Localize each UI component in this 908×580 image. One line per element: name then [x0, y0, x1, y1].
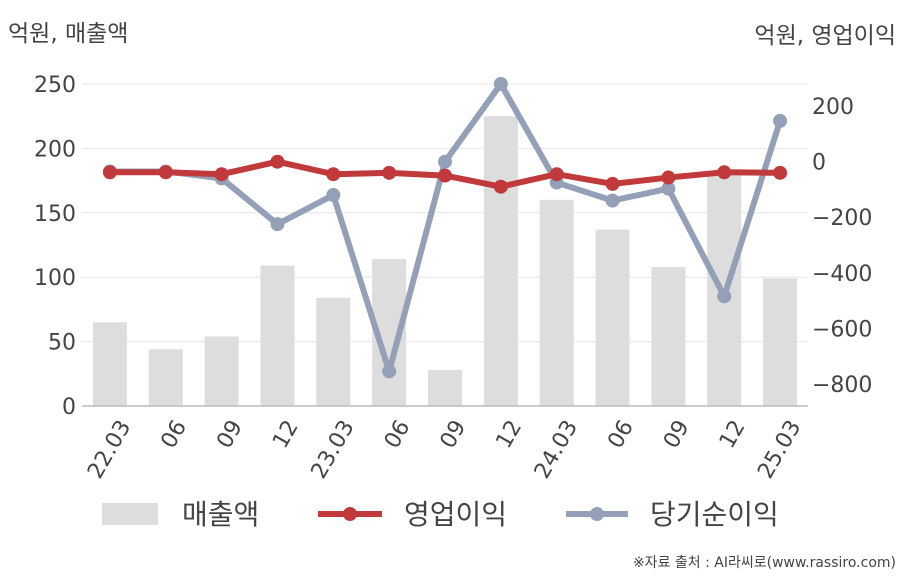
bar-revenue [316, 297, 351, 406]
legend-label-operating-profit: 영업이익 [404, 498, 507, 531]
operating-profit-point [158, 165, 173, 180]
bar-revenue [539, 199, 574, 406]
legend-swatch-revenue [102, 503, 158, 525]
right-axis-unit-label: 억원, 영업이익 [754, 23, 896, 49]
net-income-point [438, 154, 452, 169]
operating-profit-point [438, 168, 452, 183]
operating-profit-point [382, 165, 397, 180]
bar-revenue [428, 369, 462, 406]
x-axis-tick-label: 25.03 [753, 416, 806, 483]
operating-profit-point [214, 167, 229, 182]
x-axis-tick-label: 23.03 [307, 416, 360, 483]
x-axis-tick-label: 09 [212, 416, 248, 453]
net-income-point [493, 77, 508, 91]
net-income-point [661, 181, 676, 196]
operating-profit-point [605, 176, 620, 191]
x-axis-tick-label: 06 [156, 416, 192, 453]
right-axis-tick-label: −200 [812, 206, 872, 231]
operating-profit-point [717, 165, 732, 180]
operating-profit-point [549, 167, 564, 182]
operating-profit-point [661, 170, 676, 185]
bar-revenue [483, 116, 518, 406]
net-income-point [270, 217, 285, 232]
legend-marker-operating-profit [343, 507, 357, 521]
net-income-point [326, 188, 341, 203]
bar-revenue [763, 278, 798, 406]
net-income-point [773, 113, 788, 128]
right-axis-tick-label: 200 [812, 95, 854, 120]
operating-profit-point [270, 154, 285, 169]
bar-revenue [651, 266, 686, 406]
operating-profit-point [493, 179, 508, 194]
legend-label-net-income: 당기순이익 [650, 498, 779, 531]
operating-profit-point [326, 167, 341, 182]
bar-revenue [260, 265, 295, 406]
legend-label-revenue: 매출액 [182, 498, 259, 531]
left-axis-tick-label: 100 [34, 266, 76, 291]
x-axis-tick-label: 06 [380, 416, 416, 453]
right-axis-tick-label: −600 [812, 317, 872, 342]
left-axis-tick-label: 0 [62, 395, 76, 420]
operating-profit-point [102, 165, 117, 180]
x-axis-tick-label: 24.03 [530, 416, 583, 483]
left-axis-unit-label: 억원, 매출액 [8, 21, 129, 47]
net-income-point [382, 364, 397, 379]
right-axis-tick-label: 0 [812, 151, 826, 176]
operating-profit-point [773, 165, 788, 180]
bar-revenue [204, 336, 239, 406]
x-axis-tick-label: 09 [436, 416, 472, 453]
left-axis-tick-label: 200 [34, 137, 76, 162]
bar-revenue [148, 349, 183, 406]
x-axis-tick-label: 12 [268, 416, 304, 453]
x-axis-tick-label: 06 [603, 416, 639, 453]
x-axis-tick-label: 12 [715, 416, 751, 453]
x-axis-tick-label: 09 [659, 416, 695, 453]
net-income-point [717, 289, 732, 304]
right-axis-tick-label: −400 [812, 262, 872, 287]
x-axis-tick-label: 22.03 [83, 416, 136, 483]
bar-revenue [92, 322, 127, 406]
left-axis-tick-label: 150 [34, 202, 76, 227]
bar-revenue [595, 229, 630, 406]
net-income-point [605, 193, 620, 208]
left-axis-tick-label: 250 [34, 73, 76, 98]
right-axis-tick-label: −800 [812, 373, 872, 398]
left-axis-tick-label: 50 [48, 331, 76, 356]
x-axis-tick-label: 12 [492, 416, 528, 453]
legend-marker-net-income [590, 507, 604, 521]
source-note: ※자료 출처 : AI라씨로(www.rassiro.com) [632, 555, 896, 571]
